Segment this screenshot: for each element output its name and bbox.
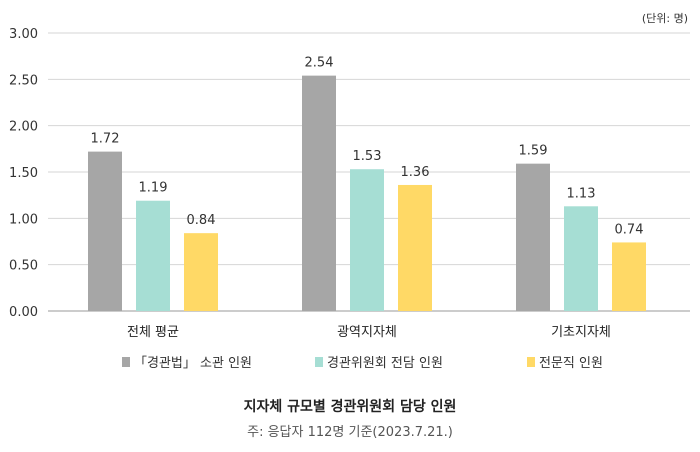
legend: 「경관법」 소관 인원 경관위원회 전담 인원 전문직 인원: [122, 356, 603, 371]
data-label: 1.59: [519, 144, 548, 159]
data-label: 1.53: [353, 149, 382, 164]
x-axis: 전체 평균 광역지자체 기초지자체: [127, 325, 611, 340]
y-tick-label: 2.50: [9, 73, 38, 88]
bar: [516, 163, 550, 311]
y-tick-label: 0.00: [9, 305, 38, 320]
data-label: 0.84: [187, 213, 216, 228]
category-label: 광역지자체: [337, 325, 397, 340]
y-tick-label: 0.50: [9, 259, 38, 274]
category-label: 전체 평균: [127, 325, 179, 340]
legend-label: 전문직 인원: [539, 356, 603, 371]
category-label: 기초지자체: [551, 325, 611, 340]
bar: [564, 206, 598, 311]
legend-swatch: [315, 357, 323, 367]
data-label: 1.72: [91, 132, 120, 147]
data-label: 1.13: [567, 186, 596, 201]
data-label: 1.19: [139, 181, 168, 196]
bars: 1.72 1.19 0.84 2.54 1.53 1.36 1.59 1.13 0.74: [88, 56, 646, 311]
bar: [136, 200, 170, 311]
bar: [612, 242, 646, 311]
bar: [302, 75, 336, 311]
legend-swatch: [527, 357, 535, 367]
data-label: 0.74: [615, 222, 644, 237]
bar: [350, 169, 384, 311]
y-tick-label: 1.50: [9, 166, 38, 181]
data-label: 1.36: [401, 165, 430, 180]
chart-title: 지자체 규모별 경관위원회 담당 인원: [244, 398, 457, 415]
legend-label: 「경관법」 소관 인원: [134, 356, 252, 371]
y-axis: 0.00 0.50 1.00 1.50 2.00 2.50 3.00: [9, 27, 38, 320]
chart-note: 주: 응답자 112명 기준(2023.7.21.): [247, 425, 453, 440]
bar: [184, 233, 218, 311]
bar: [88, 151, 122, 311]
y-tick-label: 1.00: [9, 212, 38, 227]
unit-label: (단위: 명): [642, 12, 688, 25]
data-label: 2.54: [305, 56, 334, 71]
legend-label: 경관위원회 전담 인원: [327, 356, 443, 371]
bar: [398, 184, 432, 311]
y-tick-label: 3.00: [9, 27, 38, 42]
legend-swatch: [122, 357, 130, 367]
y-tick-label: 2.00: [9, 120, 38, 135]
